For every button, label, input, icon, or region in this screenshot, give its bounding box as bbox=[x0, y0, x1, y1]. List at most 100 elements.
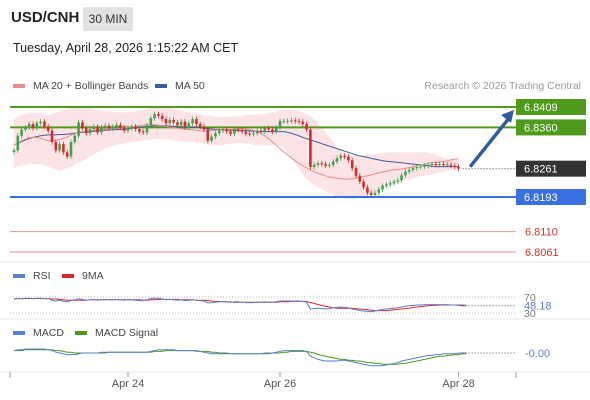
candle-body bbox=[12, 150, 16, 152]
candle-body bbox=[92, 126, 96, 130]
candle-body bbox=[411, 168, 415, 170]
candle-body bbox=[347, 156, 350, 161]
candle-body bbox=[457, 167, 460, 169]
rsi-line bbox=[13, 297, 467, 313]
candle-body bbox=[214, 133, 217, 137]
candle-body bbox=[263, 128, 267, 132]
legend-ma50-swatch bbox=[155, 84, 167, 88]
ma20-line bbox=[13, 123, 459, 180]
candle-body bbox=[233, 129, 236, 134]
candle-body bbox=[271, 129, 274, 132]
candle-body bbox=[350, 160, 354, 169]
macd-value-label: -0.00 bbox=[525, 348, 550, 360]
candle-body bbox=[328, 164, 331, 166]
candle-body bbox=[217, 130, 221, 134]
rsi-value-label: 48.18 bbox=[524, 301, 552, 313]
candle-body bbox=[35, 123, 39, 129]
macd-line bbox=[13, 348, 467, 367]
legend-ma50-label: MA 50 bbox=[175, 80, 205, 92]
candle-body bbox=[339, 155, 343, 159]
candle-body bbox=[430, 164, 434, 166]
candle-body bbox=[392, 181, 396, 184]
candle-body bbox=[24, 127, 27, 130]
level-label: 6.8409 bbox=[524, 102, 558, 114]
candle-body bbox=[381, 185, 384, 190]
level-tag bbox=[516, 189, 586, 205]
candle-body bbox=[400, 175, 403, 181]
legend-ma20-label: MA 20 + Bollinger Bands bbox=[33, 80, 148, 92]
candle-body bbox=[206, 129, 210, 141]
candle-body bbox=[183, 121, 187, 128]
level-tag bbox=[516, 119, 586, 136]
candle-body bbox=[126, 128, 130, 131]
candle-body bbox=[195, 119, 198, 125]
candle-body bbox=[385, 184, 388, 186]
candle-body bbox=[50, 130, 54, 142]
candle-body bbox=[134, 126, 137, 130]
candle-body bbox=[259, 130, 263, 132]
candle-body bbox=[20, 129, 23, 136]
timeframe-badge[interactable]: 30 MIN bbox=[83, 7, 133, 31]
candle-body bbox=[305, 124, 308, 130]
candle-body bbox=[157, 114, 160, 116]
candle-body bbox=[103, 125, 107, 128]
candle-body bbox=[396, 180, 400, 182]
candle-body bbox=[354, 168, 358, 176]
candle-body bbox=[453, 165, 457, 167]
candle-body bbox=[267, 128, 270, 130]
legend-rsi-ma-swatch bbox=[62, 274, 74, 278]
candle-body bbox=[286, 120, 289, 122]
candle-body bbox=[426, 164, 430, 166]
candle-body bbox=[309, 129, 312, 167]
x-tick-label: Apr 24 bbox=[112, 378, 144, 390]
candle-body bbox=[248, 133, 251, 135]
legend-macd-label: MACD bbox=[33, 327, 64, 339]
candle-body bbox=[442, 164, 445, 166]
level-tag bbox=[516, 99, 586, 115]
candle-body bbox=[388, 183, 392, 185]
candle-body bbox=[278, 121, 282, 128]
candle-body bbox=[290, 120, 293, 122]
candle-body bbox=[252, 133, 255, 135]
legend-rsi-label: RSI bbox=[33, 270, 51, 282]
candle-body bbox=[362, 181, 365, 188]
candle-body bbox=[229, 131, 232, 134]
candle-body bbox=[198, 124, 202, 127]
level-tag bbox=[516, 160, 586, 177]
candle-body bbox=[149, 118, 153, 126]
candle-body bbox=[119, 124, 122, 128]
candle-body bbox=[62, 144, 65, 153]
level-label: 6.8360 bbox=[524, 122, 558, 134]
candle-body bbox=[46, 126, 50, 131]
legend-rsi-ma-label: 9MA bbox=[82, 270, 104, 282]
candle-body bbox=[145, 125, 149, 133]
candle-body bbox=[297, 121, 301, 123]
candle-body bbox=[81, 122, 84, 129]
legend-macd-signal-label: MACD Signal bbox=[95, 327, 158, 339]
candle-body bbox=[449, 164, 453, 166]
candle-body bbox=[153, 114, 156, 119]
candle-body bbox=[179, 121, 183, 126]
legend-ma20-swatch bbox=[13, 84, 25, 88]
candle-body bbox=[415, 167, 419, 169]
candle-body bbox=[423, 165, 426, 167]
candle-body bbox=[324, 164, 327, 166]
candle-body bbox=[172, 119, 175, 123]
candle-body bbox=[236, 129, 240, 131]
candle-body bbox=[164, 119, 168, 124]
candle-body bbox=[377, 189, 381, 193]
candle-body bbox=[65, 152, 69, 157]
candle-body bbox=[331, 161, 335, 165]
candle-body bbox=[434, 164, 438, 166]
x-tick-label: Apr 28 bbox=[442, 378, 474, 390]
candle-body bbox=[130, 126, 134, 129]
rsi-tick-label: 70 bbox=[524, 292, 536, 304]
legend-rsi-swatch bbox=[13, 274, 25, 278]
symbol-title: USD/CNH bbox=[11, 9, 80, 26]
candle-body bbox=[274, 127, 278, 132]
candle-body bbox=[43, 121, 46, 127]
candle-body bbox=[240, 129, 244, 132]
candle-body bbox=[438, 164, 441, 166]
candle-body bbox=[191, 119, 194, 124]
level-label: 6.8261 bbox=[524, 164, 558, 176]
